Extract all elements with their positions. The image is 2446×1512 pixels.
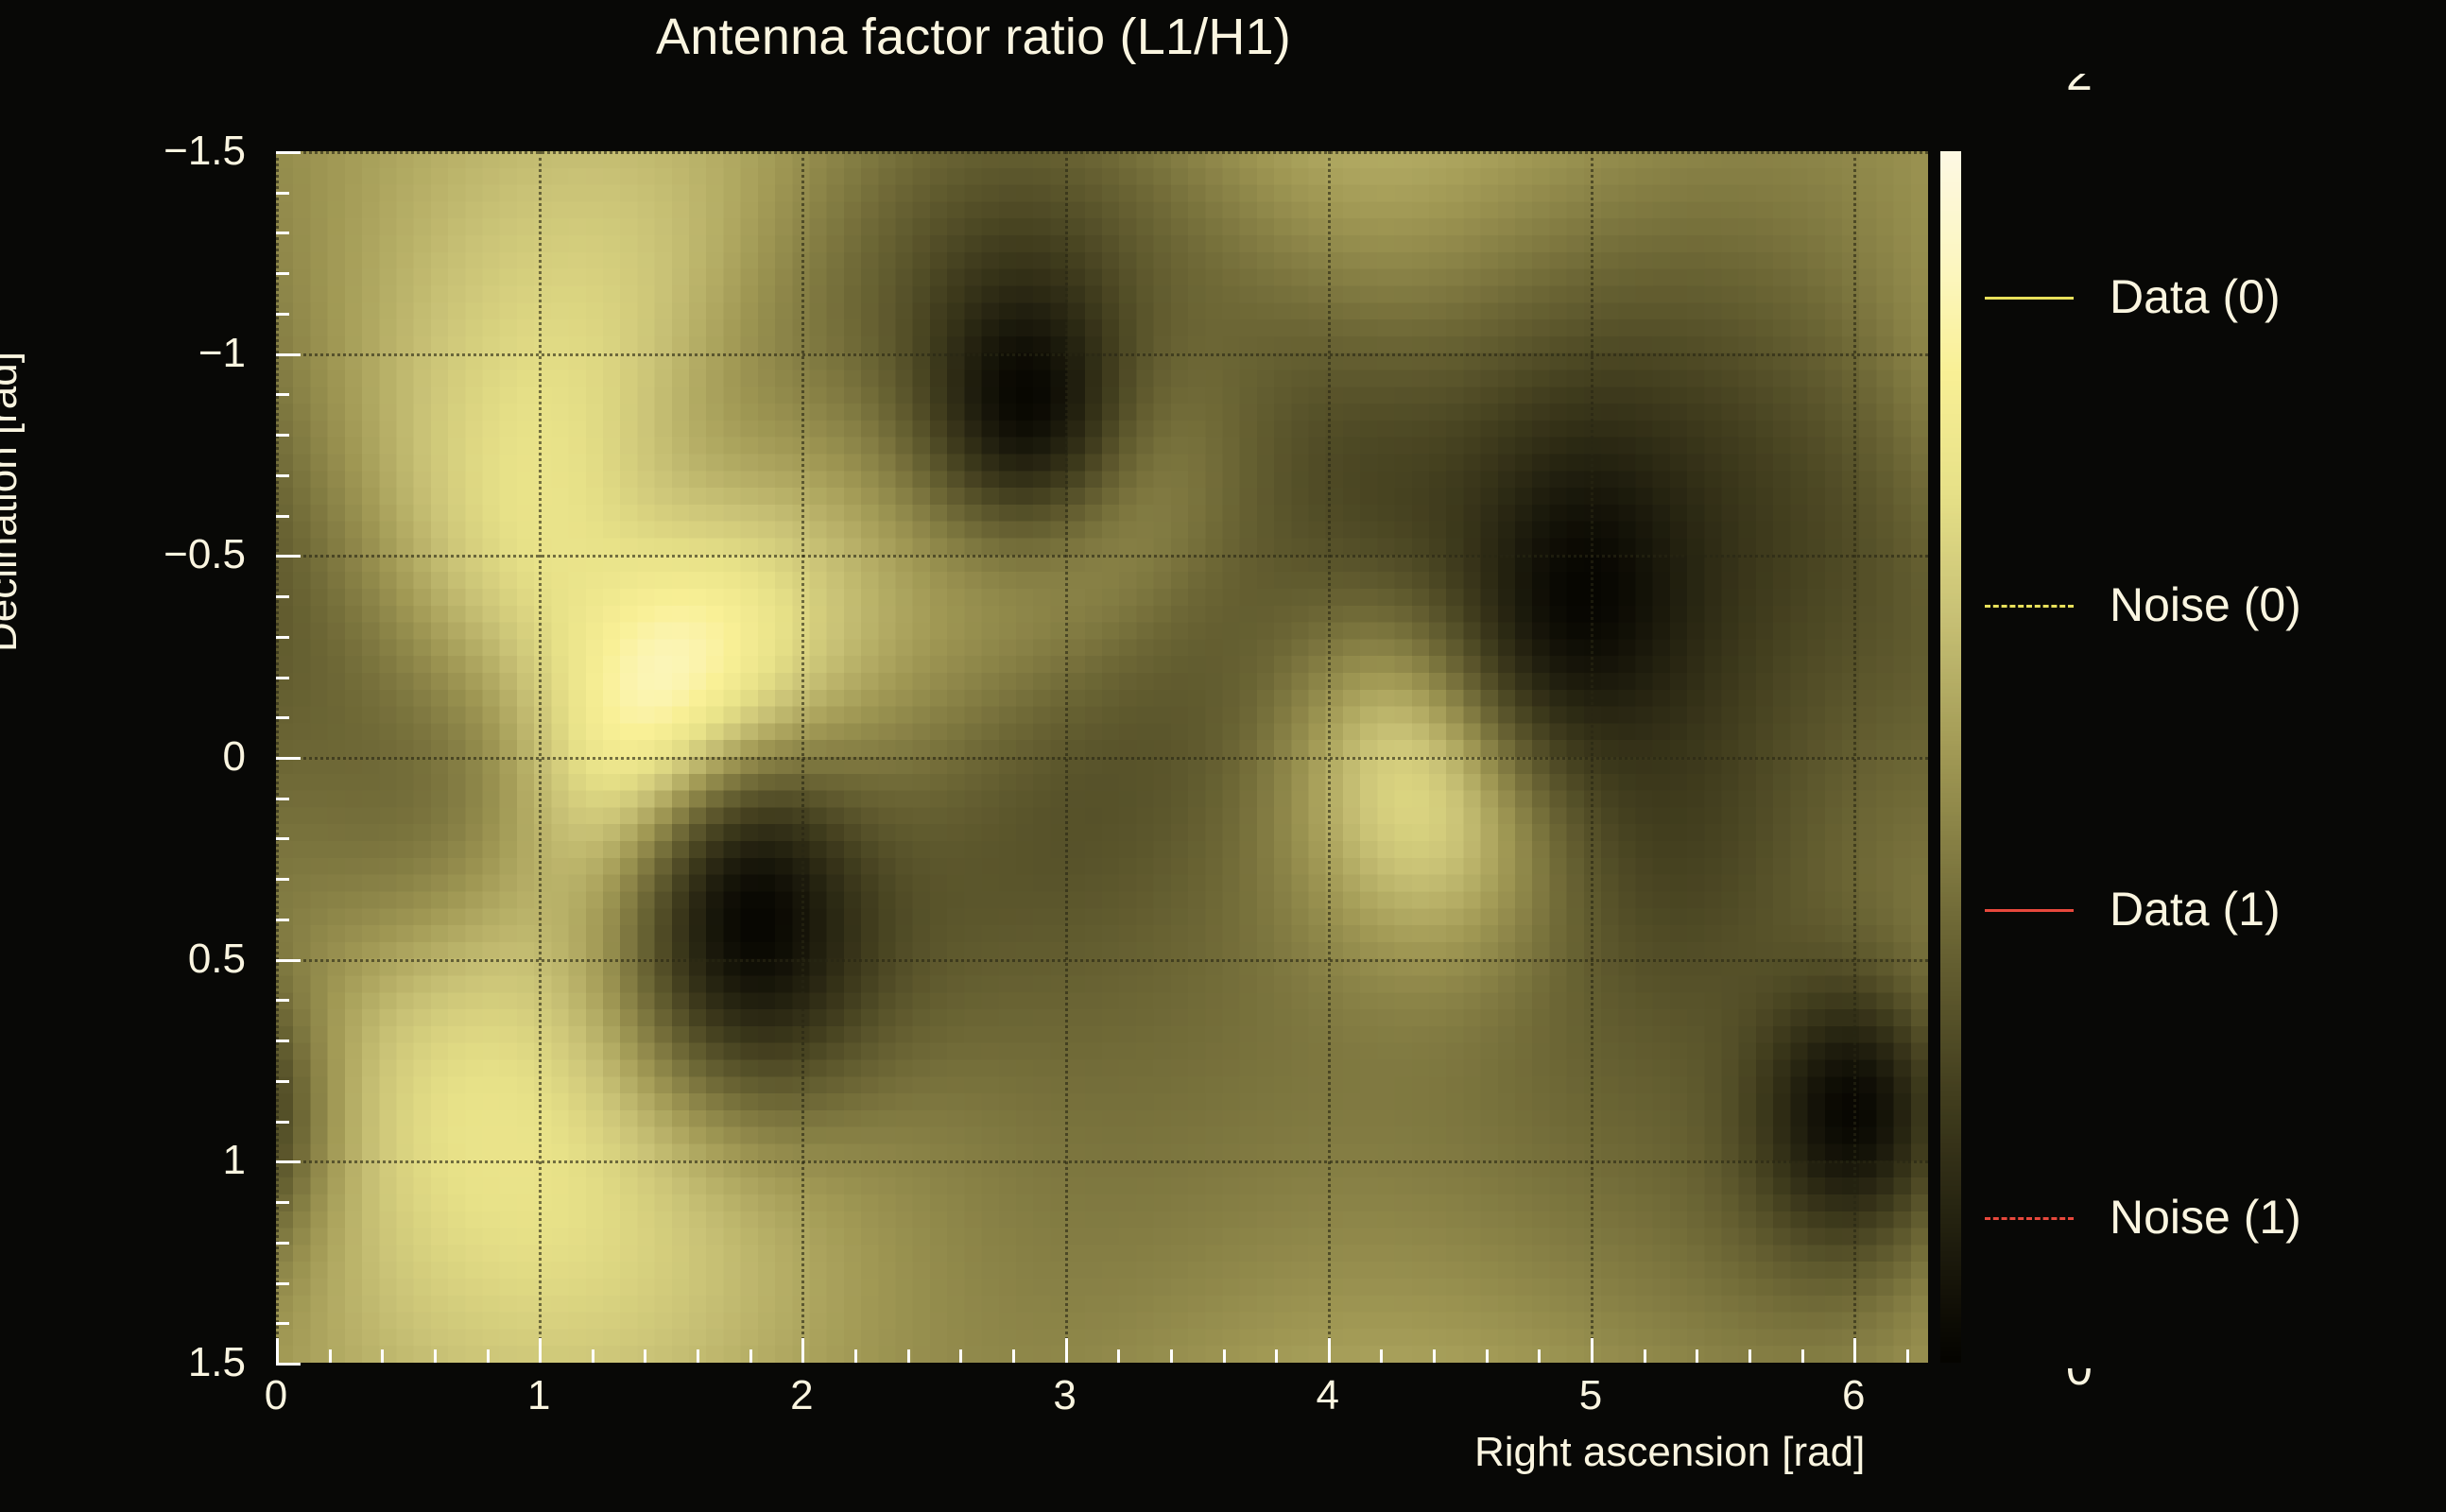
x-axis-minor-tick xyxy=(1380,1349,1384,1363)
y-axis-tick-label: 1.5 xyxy=(187,1339,246,1385)
y-axis-minor-tick xyxy=(276,1281,289,1285)
y-axis-minor-tick xyxy=(276,1120,289,1124)
y-axis-tick-label: 0.5 xyxy=(187,935,246,982)
x-axis-tick xyxy=(539,1338,543,1363)
x-axis-tick-label: 1 xyxy=(526,1372,551,1418)
x-axis-minor-tick xyxy=(1800,1349,1804,1363)
y-axis-minor-tick xyxy=(276,473,289,477)
x-axis-minor-tick xyxy=(644,1349,647,1363)
y-axis-minor-tick xyxy=(276,918,289,921)
legend-line-dashed-icon xyxy=(1985,1217,2074,1220)
x-axis-minor-tick xyxy=(1485,1349,1489,1363)
x-axis-minor-tick xyxy=(1275,1349,1279,1363)
legend-line-solid-icon xyxy=(1985,909,2074,912)
legend-line-dashed-icon xyxy=(1985,605,2074,608)
colorbar-tick-label: 2 xyxy=(2066,74,2093,100)
y-axis-minor-tick xyxy=(276,1040,289,1043)
x-axis-tick-label: 5 xyxy=(1578,1372,1603,1418)
colorbar-tick-label: 0 xyxy=(2066,1368,2093,1395)
y-axis-minor-tick xyxy=(276,272,289,276)
x-axis-minor-tick xyxy=(1169,1349,1173,1363)
legend-label: Data (1) xyxy=(2110,883,2281,936)
y-axis-tick-label: 0 xyxy=(222,733,246,780)
colorbar-gradient xyxy=(1940,151,1961,1363)
y-axis-tick xyxy=(276,1160,301,1164)
x-axis-tick-label: 2 xyxy=(790,1372,814,1418)
y-axis-tick xyxy=(276,352,301,356)
y-axis-minor-tick xyxy=(276,797,289,800)
y-axis-minor-tick xyxy=(276,312,289,316)
y-axis-tick xyxy=(276,555,301,558)
y-axis-tick xyxy=(276,958,301,962)
y-axis-tick xyxy=(276,151,301,154)
x-axis-minor-tick xyxy=(486,1349,490,1363)
y-axis-tick xyxy=(276,1363,301,1366)
x-axis-title: Right ascension [rad] xyxy=(1474,1429,1866,1475)
y-axis-minor-tick xyxy=(276,999,289,1003)
heatmap-image xyxy=(276,151,1928,1363)
x-axis-tick-label: 0 xyxy=(264,1372,288,1418)
y-axis-minor-tick xyxy=(276,1241,289,1245)
y-axis-minor-tick xyxy=(276,1079,289,1083)
y-axis-minor-tick xyxy=(276,514,289,518)
y-axis-minor-tick xyxy=(276,232,289,235)
y-axis-minor-tick xyxy=(276,1201,289,1205)
x-axis-minor-tick xyxy=(328,1349,332,1363)
x-axis-minor-tick xyxy=(433,1349,437,1363)
x-axis-minor-tick xyxy=(591,1349,594,1363)
heatmap-plot-area xyxy=(276,151,1928,1363)
x-axis-minor-tick xyxy=(697,1349,700,1363)
x-axis-minor-tick xyxy=(906,1349,910,1363)
y-axis-minor-tick xyxy=(276,595,289,599)
y-axis-minor-tick xyxy=(276,635,289,639)
y-axis-minor-tick xyxy=(276,191,289,195)
x-axis-minor-tick xyxy=(381,1349,385,1363)
y-axis-minor-tick xyxy=(276,878,289,882)
x-axis-minor-tick xyxy=(959,1349,963,1363)
y-axis-tick-label: −1.5 xyxy=(164,128,246,174)
x-axis-tick xyxy=(801,1338,805,1363)
x-axis-tick-label: 4 xyxy=(1316,1372,1340,1418)
colorbar xyxy=(1940,151,1961,1363)
y-axis-tick-label: −1 xyxy=(198,329,246,376)
x-axis-minor-tick xyxy=(1905,1349,1909,1363)
y-axis-minor-tick xyxy=(276,837,289,841)
legend-label: Noise (1) xyxy=(2110,1191,2301,1244)
x-axis-minor-tick xyxy=(1433,1349,1437,1363)
x-axis-minor-tick xyxy=(1538,1349,1542,1363)
y-axis-minor-tick xyxy=(276,393,289,397)
x-axis-minor-tick xyxy=(1117,1349,1121,1363)
y-axis-tick xyxy=(276,757,301,760)
x-axis-minor-tick xyxy=(1696,1349,1699,1363)
x-axis-tick xyxy=(1591,1338,1593,1363)
x-axis-tick-label: 3 xyxy=(1053,1372,1077,1418)
x-axis-minor-tick xyxy=(1011,1349,1015,1363)
x-axis-minor-tick xyxy=(1643,1349,1646,1363)
legend-line-solid-icon xyxy=(1985,297,2074,300)
x-axis-minor-tick xyxy=(1748,1349,1751,1363)
y-axis-minor-tick xyxy=(276,434,289,438)
y-axis-tick-label: 1 xyxy=(222,1137,246,1184)
x-axis-tick-label: 6 xyxy=(1841,1372,1866,1418)
y-axis-tick-label: −0.5 xyxy=(164,531,246,578)
y-axis-title: Declination [rad] xyxy=(0,352,26,652)
y-axis-minor-tick xyxy=(276,716,289,720)
x-axis-tick xyxy=(1327,1338,1331,1363)
y-axis-minor-tick xyxy=(276,676,289,679)
x-axis-minor-tick xyxy=(749,1349,752,1363)
x-axis-tick xyxy=(1064,1338,1068,1363)
legend-label: Data (0) xyxy=(2110,270,2281,323)
legend-label: Noise (0) xyxy=(2110,578,2301,631)
figure-title: Antenna factor ratio (L1/H1) xyxy=(656,9,1291,65)
x-axis-minor-tick xyxy=(1222,1349,1226,1363)
y-axis-minor-tick xyxy=(276,1322,289,1326)
x-axis-tick xyxy=(1853,1338,1857,1363)
x-axis-minor-tick xyxy=(854,1349,858,1363)
x-axis-tick xyxy=(276,1338,279,1363)
